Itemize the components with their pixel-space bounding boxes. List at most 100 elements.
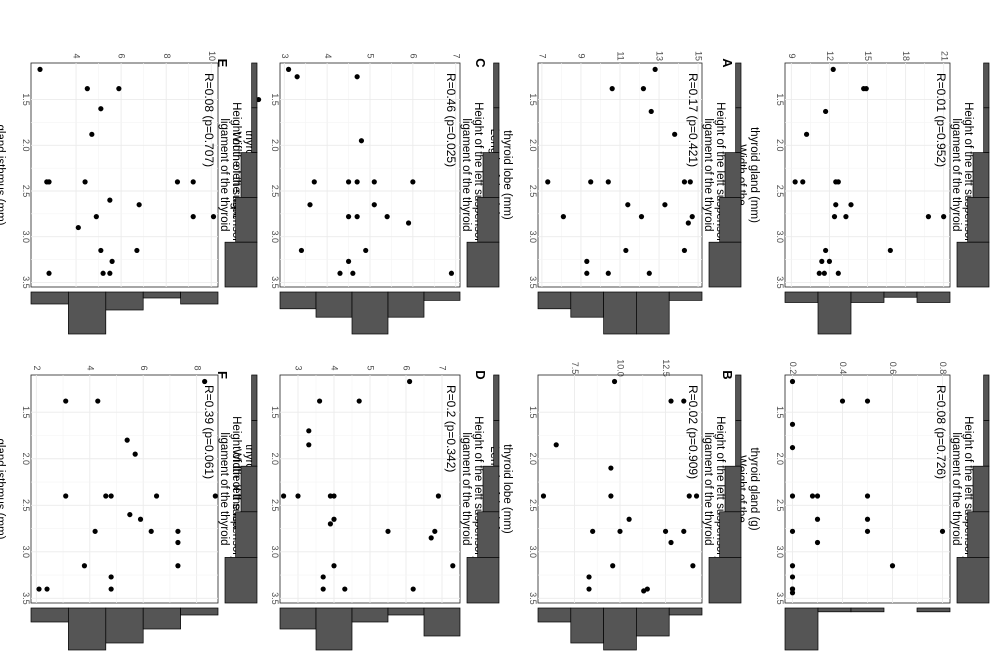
data-point [116,86,122,92]
x-histogram-bar [240,152,258,198]
data-point [640,86,647,92]
data-point [107,270,113,276]
y-histogram-bar [668,607,703,616]
data-point [385,528,391,534]
data-point [864,493,871,499]
data-point [672,131,678,137]
data-point [553,442,559,448]
x-tick-label: 2.5 [528,185,538,198]
data-point [662,528,669,534]
data-point [127,511,133,518]
data-point [345,214,352,220]
y-tick-label: 5 [366,53,376,58]
y-histogram-bar [603,607,637,651]
data-point [350,270,356,276]
data-point [311,179,317,185]
x-tick-label: 2.0 [528,139,538,152]
data-point [681,528,687,534]
measure-axis-title: gland isthmus (mm) [0,439,6,540]
x-histogram-bar [251,62,258,109]
x-tick-label: 2.0 [21,139,31,152]
data-point [175,528,181,534]
data-point [371,179,377,185]
x-tick-label: 1.5 [775,406,785,419]
y-tick-label: 18 [901,51,911,61]
data-point [202,378,208,385]
data-point [685,220,691,226]
data-point [641,588,647,594]
data-point [103,493,109,499]
y-tick-label: 0.6 [888,362,898,375]
x-histogram-bar [724,152,742,198]
data-point [134,247,140,254]
x-tick-label: 3.0 [21,546,31,559]
data-point [925,214,932,220]
y-tick-label: 15 [694,51,704,61]
y-tick-label: 10.0 [616,359,626,377]
data-point [410,586,416,592]
panel-label: E [215,59,230,68]
y-histogram-bar [570,607,604,644]
y-histogram-bar [387,607,425,616]
y-histogram-bar [423,291,461,301]
x-tick-label: 2.0 [21,452,31,465]
data-point [681,179,688,185]
y-tick-label: 0.4 [838,362,848,375]
data-point [584,258,590,264]
panel-d: 7.510.012.51.52.02.53.03.5Length of the … [473,359,742,651]
data-point [124,437,130,443]
data-point [285,66,292,72]
data-point [306,428,312,434]
y-tick-label: 13 [655,51,665,61]
data-point [108,574,114,580]
x-histogram-bar [983,107,990,153]
x-histogram-bar [972,465,990,513]
x-histogram-bar [240,465,258,513]
data-point [789,586,796,592]
y-tick-label: 12 [825,51,835,61]
panel-label: B [720,370,735,379]
data-point [588,179,594,185]
y-tick-label: 9 [577,53,587,58]
data-point [354,179,360,185]
x-histogram-bar [493,62,500,109]
x-histogram-bar [477,511,500,558]
x-tick-label: 3.5 [270,592,280,605]
data-point [345,258,352,264]
y-histogram-bar [916,291,951,303]
data-point [354,74,360,80]
x-histogram-bar [735,420,742,467]
data-point [89,131,95,137]
data-point [36,586,42,592]
data-point [281,493,287,499]
y-histogram-bar [180,607,219,616]
y-tick-label: 4 [72,53,82,58]
y-tick-label: 7 [538,53,548,58]
x-histogram-bar [251,107,258,153]
y-histogram-bar [883,291,918,298]
plot-area [30,374,219,604]
data-point [294,74,300,80]
data-point [609,86,615,92]
data-point [545,179,551,185]
data-point [317,398,323,404]
x-histogram-bar [967,511,990,558]
data-point [686,493,692,499]
data-point [826,258,833,264]
x-histogram-bar [735,62,742,109]
data-point [789,563,796,569]
x-tick-label: 3.5 [270,276,280,289]
x-tick-label: 2.5 [775,185,785,198]
correlation-annotation: R=0.08 (p=0.726) [934,385,948,479]
x-tick-label: 2.0 [270,139,280,152]
data-point [407,378,413,385]
panel-label: F [215,371,230,379]
data-point [792,179,798,185]
data-point [320,574,326,580]
x-tick-label: 2.5 [21,185,31,198]
height-axis-title: ligament of the thyroid [460,432,472,545]
y-histogram-bar [668,291,703,301]
data-point [889,563,896,569]
data-point [848,202,854,208]
